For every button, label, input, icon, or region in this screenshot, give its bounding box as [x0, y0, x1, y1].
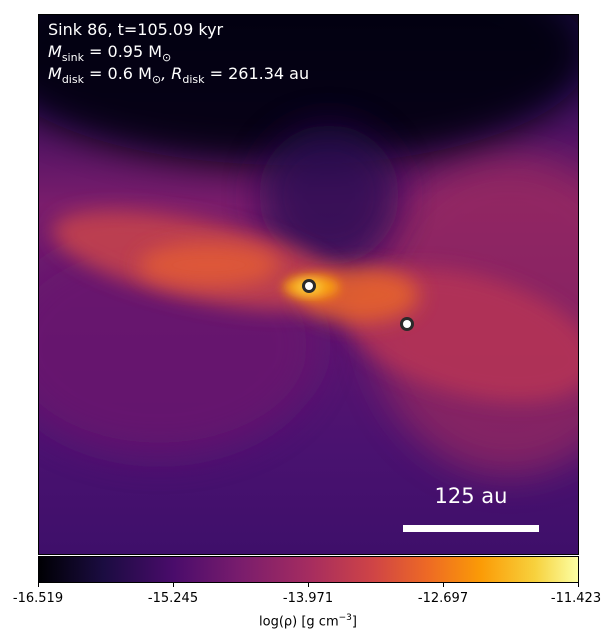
r-disk-subscript: disk	[182, 73, 205, 87]
r-disk-symbol: , R	[161, 64, 183, 83]
colorbar-tick-label: -16.519	[12, 591, 64, 606]
colorbar-label-exponent: −3	[338, 613, 352, 623]
colorbar	[38, 556, 579, 583]
colorbar-tick	[173, 583, 174, 587]
colorbar-tick-label: -12.697	[417, 591, 469, 606]
colorbar-tick	[443, 583, 444, 587]
secondary-sink-marker	[400, 317, 414, 331]
density-image	[39, 15, 578, 554]
m-sink-symbol: M	[48, 42, 62, 61]
m-disk-value: = 0.6 M	[83, 64, 152, 83]
colorbar-label: log(ρ) [g cm−3]	[259, 613, 357, 629]
m-disk-symbol: M	[48, 64, 62, 83]
colorbar-tick-label: -11.423	[550, 591, 602, 606]
colorbar-tick-label: -15.245	[147, 591, 199, 606]
sink-time-text: Sink 86, t=105.09 kyr	[48, 20, 224, 39]
colorbar-tick	[38, 583, 39, 587]
sink-mass-line: Msink = 0.95 M⊙	[48, 42, 171, 64]
colorbar-tick	[578, 583, 579, 587]
primary-sink-marker	[302, 279, 316, 293]
m-sink-subscript: sink	[61, 51, 84, 65]
colorbar-label-prefix: log(ρ) [g cm	[259, 614, 339, 630]
m-disk-subscript: disk	[61, 73, 84, 87]
colorbar-label-suffix: ]	[351, 614, 357, 630]
r-disk-value: = 261.34 au	[204, 64, 310, 83]
colorbar-tick-label: -13.971	[282, 591, 334, 606]
disk-info-line: Mdisk = 0.6 M⊙, Rdisk = 261.34 au	[48, 64, 309, 86]
sun-symbol: ⊙	[162, 51, 172, 65]
scale-bar	[403, 525, 539, 532]
m-sink-value: = 0.95 M	[83, 42, 163, 61]
density-map	[38, 14, 579, 555]
sink-info-line: Sink 86, t=105.09 kyr	[48, 20, 223, 39]
sun-symbol-2: ⊙	[151, 73, 162, 87]
scale-bar-label: 125 au	[434, 484, 508, 508]
colorbar-tick	[308, 583, 309, 587]
